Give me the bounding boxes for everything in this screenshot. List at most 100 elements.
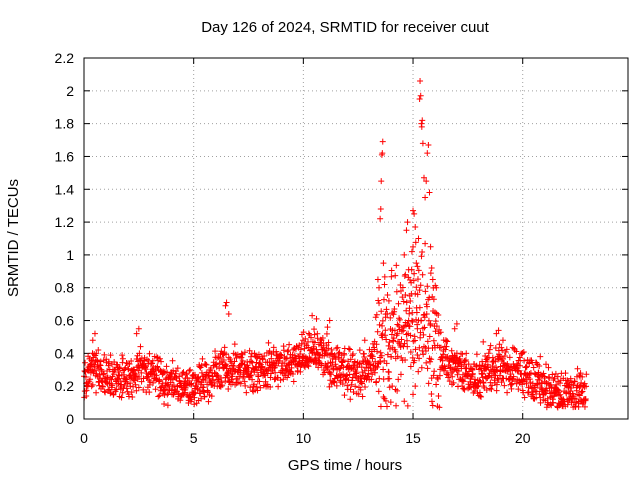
data-point bbox=[341, 392, 348, 399]
data-point bbox=[377, 403, 384, 410]
data-point bbox=[581, 403, 588, 410]
data-point bbox=[368, 376, 375, 383]
data-point bbox=[424, 150, 431, 157]
data-point bbox=[519, 381, 526, 388]
x-tick-label: 20 bbox=[515, 430, 531, 446]
data-point bbox=[224, 374, 231, 381]
data-point bbox=[432, 328, 439, 335]
data-point bbox=[574, 365, 581, 372]
data-point bbox=[395, 376, 402, 383]
data-point bbox=[461, 358, 468, 365]
data-point bbox=[406, 310, 413, 317]
data-point bbox=[107, 352, 114, 359]
data-point bbox=[164, 402, 171, 409]
data-point bbox=[473, 351, 480, 358]
data-point bbox=[94, 358, 101, 365]
data-point bbox=[420, 351, 427, 358]
data-point bbox=[170, 382, 177, 389]
data-point bbox=[437, 329, 444, 336]
data-point bbox=[465, 368, 472, 375]
data-point bbox=[379, 138, 386, 145]
data-point bbox=[474, 383, 481, 390]
data-point bbox=[136, 373, 143, 380]
data-point bbox=[84, 367, 91, 374]
data-point bbox=[578, 389, 585, 396]
data-point bbox=[397, 371, 404, 378]
data-point bbox=[394, 330, 401, 337]
data-point bbox=[302, 335, 309, 342]
data-point bbox=[411, 337, 418, 344]
data-point bbox=[401, 251, 408, 258]
data-point bbox=[579, 388, 586, 395]
data-point bbox=[477, 378, 484, 385]
data-point bbox=[387, 345, 393, 352]
data-point bbox=[446, 378, 453, 385]
data-point bbox=[546, 375, 553, 382]
data-point bbox=[225, 386, 232, 393]
data-point bbox=[229, 371, 236, 378]
data-point bbox=[410, 207, 417, 214]
data-point bbox=[187, 366, 194, 373]
data-point bbox=[570, 382, 577, 389]
data-point bbox=[340, 357, 347, 364]
data-point bbox=[582, 396, 589, 402]
y-tick-label: 0.8 bbox=[55, 280, 75, 296]
data-point bbox=[98, 366, 105, 373]
data-point bbox=[442, 337, 449, 344]
data-point bbox=[119, 352, 126, 359]
data-point bbox=[463, 350, 470, 357]
data-point bbox=[223, 363, 230, 370]
data-point bbox=[459, 351, 466, 358]
data-point bbox=[254, 354, 261, 361]
data-point bbox=[323, 330, 330, 337]
data-point bbox=[428, 398, 435, 405]
data-point bbox=[385, 369, 392, 376]
data-point bbox=[368, 367, 375, 374]
y-axis-label: SRMTID / TECUs bbox=[5, 179, 22, 297]
data-point bbox=[241, 361, 248, 368]
data-point bbox=[536, 362, 543, 369]
data-point bbox=[464, 372, 471, 379]
data-point bbox=[384, 310, 391, 317]
axis-ticks bbox=[83, 57, 628, 420]
data-point bbox=[415, 235, 422, 242]
data-point bbox=[409, 318, 416, 325]
data-point bbox=[247, 372, 254, 379]
data-point bbox=[449, 373, 456, 380]
data-point bbox=[567, 375, 574, 382]
data-point bbox=[175, 390, 182, 397]
data-point bbox=[344, 382, 351, 389]
data-point bbox=[266, 348, 273, 355]
data-point bbox=[421, 314, 428, 321]
data-point bbox=[375, 388, 382, 395]
y-tick-label: 1.8 bbox=[55, 116, 75, 132]
data-point bbox=[136, 350, 143, 357]
data-point bbox=[268, 370, 274, 377]
data-point bbox=[218, 348, 225, 355]
data-point bbox=[177, 397, 184, 404]
data-point bbox=[355, 391, 362, 398]
data-point bbox=[290, 378, 297, 385]
data-point bbox=[556, 389, 563, 396]
data-point bbox=[513, 380, 520, 387]
data-point bbox=[508, 385, 515, 392]
data-point bbox=[241, 378, 248, 385]
data-point bbox=[253, 383, 260, 390]
data-point bbox=[407, 298, 414, 305]
data-point bbox=[380, 260, 387, 267]
data-point bbox=[407, 277, 414, 284]
data-point bbox=[398, 336, 405, 343]
data-point bbox=[420, 331, 427, 338]
data-point bbox=[530, 395, 537, 402]
data-point bbox=[374, 328, 381, 335]
data-point bbox=[410, 243, 417, 250]
data-point bbox=[364, 373, 371, 380]
data-point bbox=[121, 371, 128, 378]
data-point bbox=[314, 335, 321, 342]
data-point bbox=[202, 361, 209, 368]
data-point bbox=[161, 401, 168, 408]
data-point bbox=[418, 317, 425, 324]
data-point bbox=[436, 404, 443, 411]
data-point bbox=[403, 307, 410, 314]
y-tick-label: 1.6 bbox=[55, 148, 75, 164]
